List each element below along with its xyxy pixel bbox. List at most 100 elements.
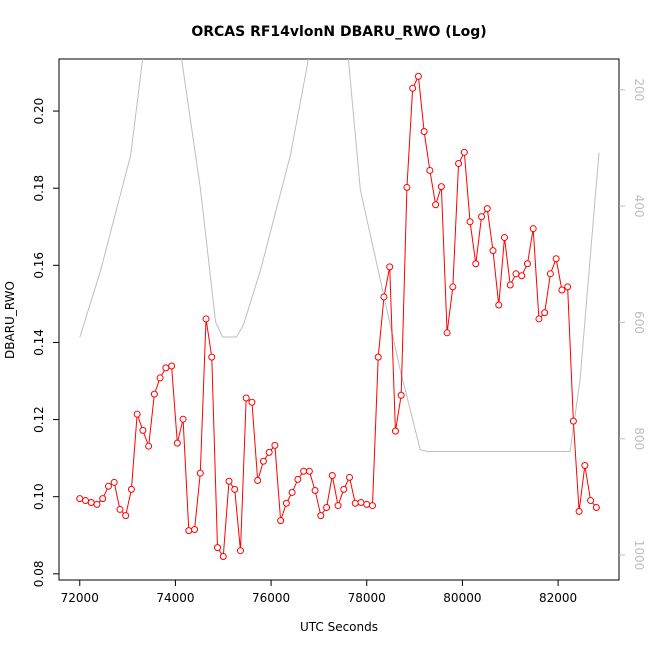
plot-area — [76, 59, 600, 560]
data-point — [156, 374, 164, 382]
data-point — [104, 482, 112, 490]
data-point — [386, 263, 394, 271]
y-tick-label: 0.08 — [32, 560, 46, 587]
series-line — [79, 74, 597, 558]
data-point — [368, 502, 376, 510]
y-axis-label: DBARU_RWO — [3, 281, 17, 359]
data-point — [191, 525, 199, 533]
data-point — [271, 441, 279, 449]
data-point — [478, 213, 486, 221]
data-point — [127, 485, 135, 493]
data-point — [150, 390, 158, 398]
data-point — [265, 448, 273, 456]
data-point — [282, 499, 290, 507]
data-point — [391, 427, 399, 435]
data-point — [564, 283, 572, 291]
y-tick-label: 0.12 — [32, 406, 46, 433]
data-point — [432, 201, 440, 209]
data-point — [363, 500, 371, 508]
data-point — [455, 160, 463, 168]
data-point — [317, 512, 325, 520]
x-tick-label: 72000 — [61, 591, 99, 605]
data-point — [535, 315, 543, 323]
data-point — [380, 293, 388, 301]
data-point — [592, 503, 600, 511]
data-point — [495, 301, 503, 309]
data-point — [403, 183, 411, 191]
data-point — [81, 497, 89, 505]
data-point — [357, 498, 365, 506]
y-tick-label: 0.16 — [32, 252, 46, 279]
data-point — [489, 247, 497, 255]
data-point — [236, 547, 244, 555]
data-point — [587, 497, 595, 505]
x-tick-label: 80000 — [443, 591, 481, 605]
data-point — [76, 495, 84, 503]
data-point — [420, 128, 428, 136]
data-point — [202, 315, 210, 323]
data-point — [323, 503, 331, 511]
data-point — [409, 84, 417, 92]
data-point — [340, 485, 348, 493]
data-point — [277, 517, 285, 525]
data-point — [546, 270, 554, 278]
data-point — [541, 309, 549, 317]
data-point — [242, 394, 250, 402]
data-point — [231, 485, 239, 493]
data-point — [168, 362, 176, 370]
data-point — [414, 72, 422, 80]
y-tick-label: 0.18 — [32, 175, 46, 202]
data-point — [466, 218, 474, 226]
data-point — [294, 475, 302, 483]
data-point — [575, 507, 583, 515]
data-point — [328, 471, 336, 479]
data-point — [552, 255, 560, 263]
series-line — [79, 59, 600, 452]
data-point — [196, 469, 204, 477]
data-point — [529, 225, 537, 233]
y2-tick-label: 400 — [632, 195, 646, 218]
x-tick-label: 78000 — [348, 591, 386, 605]
data-point — [162, 364, 170, 372]
data-point — [99, 495, 107, 503]
data-point — [93, 500, 101, 508]
data-point — [214, 544, 222, 552]
data-point — [334, 502, 342, 510]
data-point — [437, 183, 445, 191]
data-point — [460, 148, 468, 156]
data-point — [122, 512, 130, 520]
data-point — [179, 415, 187, 423]
plot-box — [58, 58, 620, 581]
y2-tick-label: 600 — [632, 311, 646, 334]
data-point — [87, 498, 95, 506]
data-point — [219, 552, 227, 560]
x-tick-label: 82000 — [539, 591, 577, 605]
data-point — [173, 439, 181, 447]
data-point — [254, 477, 262, 485]
data-point — [288, 488, 296, 496]
data-point — [523, 260, 531, 268]
y2-tick-label: 200 — [632, 78, 646, 101]
data-point — [311, 487, 319, 495]
data-point — [472, 260, 480, 268]
data-point — [449, 283, 457, 291]
data-point — [145, 442, 153, 450]
data-point — [139, 426, 147, 434]
data-point — [351, 499, 359, 507]
data-point — [426, 166, 434, 174]
data-point — [518, 272, 526, 280]
data-point — [483, 205, 491, 213]
y-tick-label: 0.14 — [32, 329, 46, 356]
x-tick-label: 76000 — [252, 591, 290, 605]
data-point — [133, 410, 141, 418]
x-tick-label: 74000 — [156, 591, 194, 605]
data-point — [581, 461, 589, 469]
y-tick-label: 0.10 — [32, 483, 46, 510]
data-point — [397, 391, 405, 399]
y-tick-label: 0.20 — [32, 98, 46, 125]
data-point — [506, 281, 514, 289]
x-axis-label: UTC Seconds — [300, 620, 378, 634]
y2-tick-label: 800 — [632, 427, 646, 450]
